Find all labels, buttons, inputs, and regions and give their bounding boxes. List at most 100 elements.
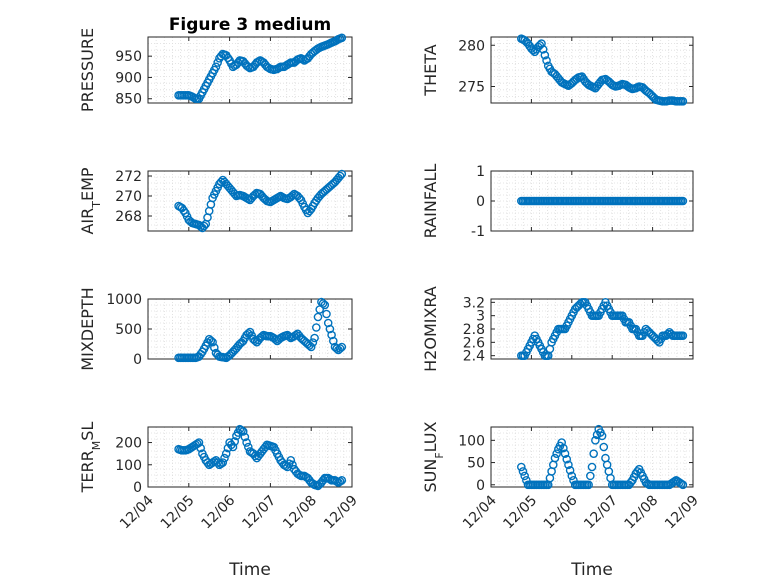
x-tick-label: 12/08 <box>280 493 320 533</box>
x-axis-label: Time <box>228 560 271 580</box>
data-point <box>337 169 347 179</box>
y-axis-label: SUNFLUX <box>421 421 446 492</box>
y-tick-label: 2.8 <box>463 322 485 338</box>
data-series <box>517 196 688 206</box>
axes-box <box>147 426 353 488</box>
y-tick-label: 100 <box>458 433 485 449</box>
data-point <box>310 333 319 343</box>
data-point <box>242 438 251 447</box>
y-axis-label: TERRMSL <box>78 422 103 494</box>
y-tick-label: -1 <box>471 224 485 240</box>
data-point <box>584 480 593 490</box>
data-point <box>288 460 297 470</box>
subplot-7: 0 100 200 12/04 12/05 12/06 12/07 12/08 12/09 TER… <box>78 422 361 580</box>
data-point <box>517 462 526 472</box>
data-point <box>250 451 260 461</box>
data-point <box>565 466 575 475</box>
data-point <box>599 442 609 452</box>
data-point <box>218 458 228 467</box>
x-tick-label: 12/09 <box>321 493 361 533</box>
data-point <box>196 222 205 231</box>
subplot-1: 850 900 950 PRESSURE Figure 3 medium <box>78 15 353 112</box>
data-point <box>540 50 550 60</box>
x-axis-label: Time <box>570 560 613 580</box>
data-point <box>335 171 345 181</box>
subplot-2: 275 280 THETA <box>421 34 694 106</box>
y-tick-label: 0 <box>133 352 142 368</box>
data-point <box>589 449 598 458</box>
data-point <box>332 477 342 486</box>
axes-box <box>147 170 353 232</box>
data-point <box>542 56 551 65</box>
y-tick-label: 280 <box>458 38 485 54</box>
y-axis-label: PRESSURE <box>78 28 97 112</box>
y-axis-label: AIRTEMP <box>78 167 103 234</box>
data-point <box>587 462 597 472</box>
subplot-6: 2.42.62.833.2 H2OMIXRA <box>421 286 694 372</box>
x-tick-label: 12/04 <box>117 492 157 532</box>
data-point <box>678 480 688 490</box>
data-point <box>337 342 347 352</box>
y-tick-label: 268 <box>115 209 142 225</box>
data-point <box>337 33 347 43</box>
data-series <box>517 298 688 360</box>
data-point <box>560 449 570 458</box>
data-point <box>564 460 573 470</box>
data-point <box>221 449 231 458</box>
data-series <box>174 169 347 233</box>
y-tick-label: 0 <box>476 194 485 210</box>
data-point <box>518 467 528 476</box>
data-point <box>311 323 321 332</box>
data-point <box>209 343 219 352</box>
data-point <box>323 318 333 328</box>
data-series <box>174 297 347 363</box>
data-series <box>174 424 347 491</box>
data-point <box>322 309 331 319</box>
y-tick-label: 1000 <box>106 292 142 308</box>
y-tick-label: 100 <box>115 458 142 474</box>
x-tick-label: 12/05 <box>500 493 540 533</box>
data-point <box>194 438 204 447</box>
data-point <box>559 443 568 453</box>
data-point <box>678 97 688 106</box>
y-tick-label: 0 <box>476 478 485 494</box>
y-axis-label: H2OMIXRA <box>421 286 440 372</box>
y-axis-label-sub: T <box>90 201 103 209</box>
data-point <box>286 456 296 465</box>
y-tick-label: 950 <box>115 49 142 65</box>
data-point <box>228 442 238 452</box>
data-point <box>562 454 572 464</box>
data-point <box>306 342 316 352</box>
data-point <box>678 331 688 340</box>
x-tick-label: 12/05 <box>158 493 198 533</box>
x-tick-label: 12/07 <box>581 493 621 533</box>
y-axis-label-part: LUX <box>421 421 440 452</box>
data-point <box>216 177 226 187</box>
subplot-3: 268 270 272 AIRTEMP <box>78 167 353 235</box>
y-tick-label: 272 <box>115 169 142 185</box>
y-tick-label: 50 <box>467 456 485 472</box>
data-point <box>335 477 345 486</box>
y-axis-label-part: TERR <box>78 450 97 493</box>
axes-box <box>147 36 353 104</box>
y-axis-label-part: SUN <box>421 459 440 493</box>
data-point <box>237 426 246 435</box>
data-point <box>206 336 216 346</box>
data-point <box>550 453 560 463</box>
data-point <box>238 427 248 436</box>
subplot-8: 0 50 100 12/04 12/05 12/06 12/07 12/08 12/09 SUNF… <box>421 421 702 580</box>
data-point <box>308 338 318 347</box>
data-point <box>320 300 330 310</box>
x-tick-label: 12/04 <box>460 492 500 532</box>
data-point <box>208 337 217 347</box>
subplot-5: 0 500 1000 MIXDEPTH <box>78 287 353 371</box>
data-series <box>174 33 347 104</box>
x-tick-label: 12/08 <box>622 493 662 533</box>
y-tick-label: 3.2 <box>463 295 485 311</box>
data-point <box>538 45 548 54</box>
y-tick-label: 1 <box>476 164 485 180</box>
y-axis-label-sub: M <box>90 441 103 451</box>
y-tick-label: 200 <box>115 436 142 452</box>
data-point <box>591 436 600 445</box>
y-tick-label: 900 <box>115 70 142 86</box>
